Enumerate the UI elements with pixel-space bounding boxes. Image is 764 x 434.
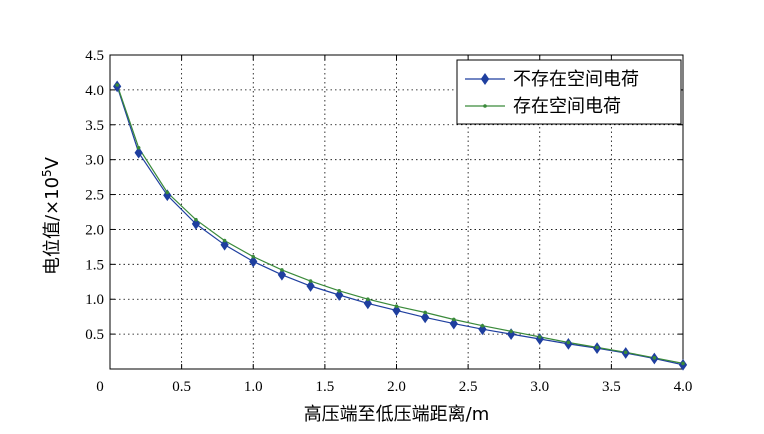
- data-point-dot: [337, 289, 342, 293]
- data-point-diamond: [363, 297, 372, 310]
- data-point-dot: [308, 279, 313, 283]
- y-tick-label: 3.5: [85, 118, 104, 134]
- y-tick-label: 3.0: [85, 153, 104, 169]
- data-point-dot: [595, 345, 599, 350]
- data-point-dot: [566, 340, 571, 345]
- y-axis-title-exponent: 5: [40, 169, 54, 177]
- data-point-dot: [509, 329, 513, 334]
- x-tick-label: 1.0: [244, 379, 263, 395]
- data-point-dot: [480, 323, 485, 328]
- data-point-diamond: [421, 311, 430, 324]
- legend-marker-space-charge: [483, 104, 487, 108]
- data-point-dot: [681, 361, 685, 366]
- data-point-diamond: [191, 217, 201, 230]
- y-tick-label: 1.0: [85, 292, 104, 308]
- series-layer: [113, 80, 688, 371]
- data-point-dot: [251, 254, 256, 259]
- x-axis-title: 高压端至低压端距离/m: [304, 404, 490, 425]
- data-point-diamond: [306, 280, 315, 292]
- series-line-1: [116, 84, 684, 364]
- data-point-dot: [366, 297, 370, 302]
- y-tick-label: 2.5: [85, 188, 104, 204]
- series-line-0: [116, 86, 684, 366]
- data-point-dot: [136, 146, 141, 150]
- x-tick-label: 2.5: [459, 379, 478, 395]
- legend-marker-no-space-charge: [480, 73, 490, 85]
- data-point-dot: [222, 238, 227, 243]
- legend-box: [456, 59, 682, 125]
- x-tick-label: 2.0: [387, 379, 406, 395]
- data-point-diamond: [335, 289, 344, 301]
- data-point-dot: [194, 217, 198, 222]
- data-point-diamond: [449, 317, 458, 330]
- y-tick-label: 0.5: [85, 327, 104, 343]
- y-axis-title: 电位值/×105V: [40, 156, 63, 275]
- data-point-diamond: [249, 255, 258, 268]
- y-tick-label: 4.0: [85, 83, 104, 99]
- data-point-diamond: [478, 323, 487, 336]
- x-tick-label: 4.0: [674, 379, 693, 395]
- legend-label-no-space-charge: 不存在空间电荷: [513, 69, 639, 90]
- y-tick-label: 4.5: [85, 48, 104, 64]
- data-point-diamond: [220, 238, 229, 251]
- legend: 不存在空间电荷 存在空间电荷: [456, 59, 682, 125]
- data-point-dot: [623, 350, 628, 355]
- x-tick-label: 0.5: [172, 379, 191, 395]
- data-point-diamond: [277, 268, 287, 281]
- data-point-dot: [280, 268, 284, 272]
- data-point-diamond: [392, 304, 401, 317]
- y-tick-label: 2.0: [85, 222, 104, 238]
- data-point-dot: [537, 335, 542, 339]
- data-point-dot: [452, 317, 456, 322]
- data-point-diamond: [134, 146, 143, 159]
- x-tick-label: 3.5: [602, 379, 621, 395]
- axis-ticks: 0 0.5 1.0 1.5 2.0 2.5 3.0 3.5 4.0 0.5 1.0 1.5 2.0 2.5…: [85, 48, 692, 395]
- x-tick-label: 1.5: [316, 379, 335, 395]
- x-tick-label: 3.0: [530, 379, 549, 395]
- legend-label-space-charge: 存在空间电荷: [513, 96, 621, 117]
- y-axis-title-main: 电位值/×10: [42, 177, 63, 275]
- data-point-dot: [115, 83, 119, 87]
- data-point-dot: [165, 190, 170, 195]
- data-point-dot: [394, 304, 399, 309]
- y-axis-title-unit: V: [42, 156, 63, 169]
- y-tick-label: 1.5: [85, 257, 104, 273]
- data-point-dot: [652, 356, 657, 360]
- grid: [110, 55, 683, 369]
- data-point-dot: [423, 310, 427, 315]
- x-tick-label: 0: [96, 379, 104, 395]
